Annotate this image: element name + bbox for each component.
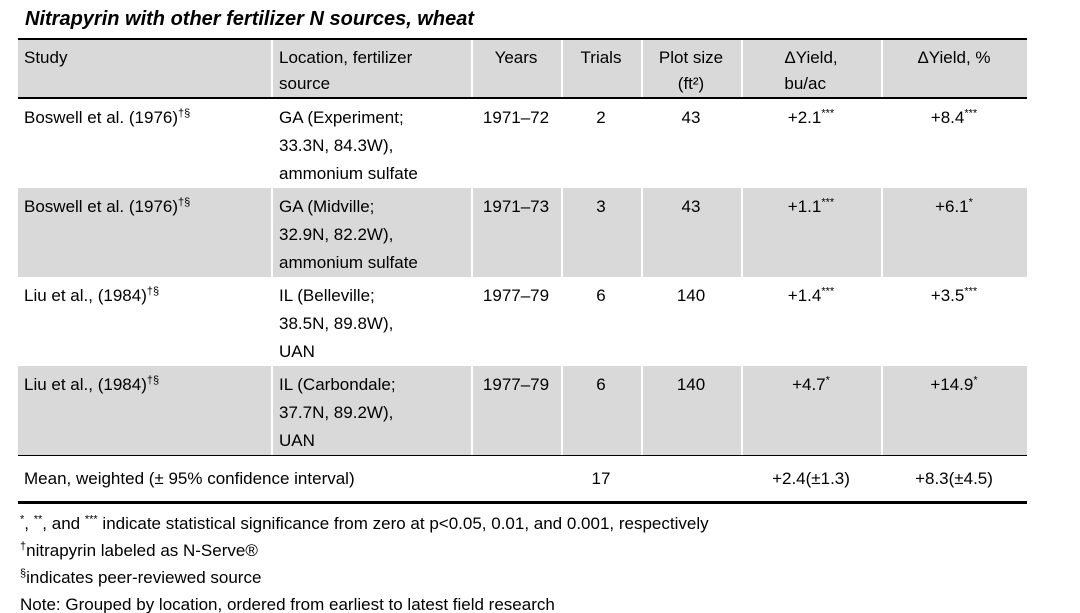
double-asterisk-mark: ** xyxy=(33,513,43,526)
study-footnote-marks: †§ xyxy=(146,374,160,387)
study-cell: Boswell et al. (1976)†§ xyxy=(18,188,271,277)
footnote-dagger: †nitrapyrin labeled as N-Serve® xyxy=(20,537,1080,564)
study-name: Boswell et al. (1976) xyxy=(24,197,179,216)
mean-dyield-pct: +8.3(±4.5) xyxy=(881,455,1027,504)
dyield-pct-value: +3.5 xyxy=(930,286,965,305)
data-table: Study Location, fertilizer source Years … xyxy=(18,38,1027,504)
col-header-years: Years xyxy=(471,38,561,99)
header-row: Study Location, fertilizer source Years … xyxy=(18,38,1027,99)
trials-cell: 6 xyxy=(561,366,641,456)
col-header-location: Location, fertilizer source xyxy=(271,38,471,99)
years-cell: 1971–73 xyxy=(471,188,561,277)
study-footnote-marks: †§ xyxy=(146,285,160,298)
significance-marks: * xyxy=(973,374,978,387)
significance-marks: *** xyxy=(964,285,978,298)
dyield-bu-cell: +4.7* xyxy=(741,366,881,456)
document-page: Nitrapyrin with other fertilizer N sourc… xyxy=(0,8,1080,613)
table-row: Liu et al., (1984)†§ IL (Belleville; 38.… xyxy=(18,277,1027,366)
significance-marks: *** xyxy=(964,107,978,120)
col-header-trials: Trials xyxy=(561,38,641,99)
study-footnote-marks: †§ xyxy=(178,107,191,120)
trials-cell: 2 xyxy=(561,98,641,188)
dyield-bu-value: +2.1 xyxy=(787,108,822,127)
trials-cell: 3 xyxy=(561,188,641,277)
location-cell: GA (Experiment; 33.3N, 84.3W), ammonium … xyxy=(271,98,471,188)
significance-marks: * xyxy=(968,196,973,209)
trials-cell: 6 xyxy=(561,277,641,366)
triple-asterisk-mark: *** xyxy=(84,513,98,526)
footnote-text: nitrapyrin labeled as N-Serve® xyxy=(26,541,258,560)
table-row: Boswell et al. (1976)†§ GA (Experiment; … xyxy=(18,98,1027,188)
dyield-bu-value: +1.1 xyxy=(787,197,822,216)
col-header-dyield-bu: ΔYield, bu/ac xyxy=(741,38,881,99)
study-cell: Liu et al., (1984)†§ xyxy=(18,277,271,366)
dyield-pct-cell: +3.5*** xyxy=(881,277,1027,366)
study-footnote-marks: †§ xyxy=(178,196,191,209)
footnotes: *, **, and *** indicate statistical sign… xyxy=(20,510,1080,613)
footnote-text: indicates peer-reviewed source xyxy=(26,568,262,587)
significance-marks: * xyxy=(825,374,830,387)
asterisk-mark: * xyxy=(20,513,25,526)
dyield-bu-value: +1.4 xyxy=(787,286,822,305)
section-mark: § xyxy=(20,567,27,580)
plot-size-cell: 43 xyxy=(641,188,741,277)
col-header-plot-size: Plot size (ft²) xyxy=(641,38,741,99)
years-cell: 1971–72 xyxy=(471,98,561,188)
study-cell: Liu et al., (1984)†§ xyxy=(18,366,271,456)
footnote-text: indicate statistical significance from z… xyxy=(97,514,709,533)
dagger-mark: † xyxy=(20,540,27,553)
dyield-pct-cell: +14.9* xyxy=(881,366,1027,456)
plot-size-cell: 140 xyxy=(641,366,741,456)
dyield-bu-value: +4.7 xyxy=(792,375,826,394)
location-cell: IL (Belleville; 38.5N, 89.8W), UAN xyxy=(271,277,471,366)
plot-size-cell: 43 xyxy=(641,98,741,188)
location-cell: IL (Carbondale; 37.7N, 89.2W), UAN xyxy=(271,366,471,456)
location-cell: GA (Midville; 32.9N, 82.2W), ammonium su… xyxy=(271,188,471,277)
dyield-pct-value: +14.9 xyxy=(930,375,974,394)
dyield-pct-value: +6.1 xyxy=(935,197,969,216)
footnote-text: , and xyxy=(42,514,85,533)
significance-marks: *** xyxy=(821,107,835,120)
mean-trials: 17 xyxy=(561,455,641,504)
study-name: Liu et al., (1984) xyxy=(24,375,147,394)
years-cell: 1977–79 xyxy=(471,277,561,366)
mean-row: Mean, weighted (± 95% confidence interva… xyxy=(18,455,1027,504)
footnote-text: , xyxy=(24,514,34,533)
footnote-significance: *, **, and *** indicate statistical sign… xyxy=(20,510,1080,537)
table-title: Nitrapyrin with other fertilizer N sourc… xyxy=(25,8,474,30)
table-row: Boswell et al. (1976)†§ GA (Midville; 32… xyxy=(18,188,1027,277)
significance-marks: *** xyxy=(821,196,835,209)
dyield-bu-cell: +1.4*** xyxy=(741,277,881,366)
years-cell: 1977–79 xyxy=(471,366,561,456)
dyield-pct-cell: +6.1* xyxy=(881,188,1027,277)
dyield-bu-cell: +1.1*** xyxy=(741,188,881,277)
mean-plot-size xyxy=(641,455,741,504)
table-row: Liu et al., (1984)†§ IL (Carbondale; 37.… xyxy=(18,366,1027,456)
mean-label: Mean, weighted (± 95% confidence interva… xyxy=(18,455,561,504)
footnote-section: §indicates peer-reviewed source xyxy=(20,564,1080,591)
study-cell: Boswell et al. (1976)†§ xyxy=(18,98,271,188)
dyield-pct-value: +8.4 xyxy=(930,108,965,127)
plot-size-cell: 140 xyxy=(641,277,741,366)
study-name: Liu et al., (1984) xyxy=(24,286,147,305)
col-header-study: Study xyxy=(18,38,271,99)
col-header-dyield-pct: ΔYield, % xyxy=(881,38,1027,99)
dyield-pct-cell: +8.4*** xyxy=(881,98,1027,188)
dyield-bu-cell: +2.1*** xyxy=(741,98,881,188)
study-name: Boswell et al. (1976) xyxy=(24,108,179,127)
significance-marks: *** xyxy=(821,285,835,298)
footnote-note: Note: Grouped by location, ordered from … xyxy=(20,595,555,613)
mean-dyield-bu: +2.4(±1.3) xyxy=(741,455,881,504)
col-header-dyield-bu-label: ΔYield, bu/ac xyxy=(784,48,838,93)
